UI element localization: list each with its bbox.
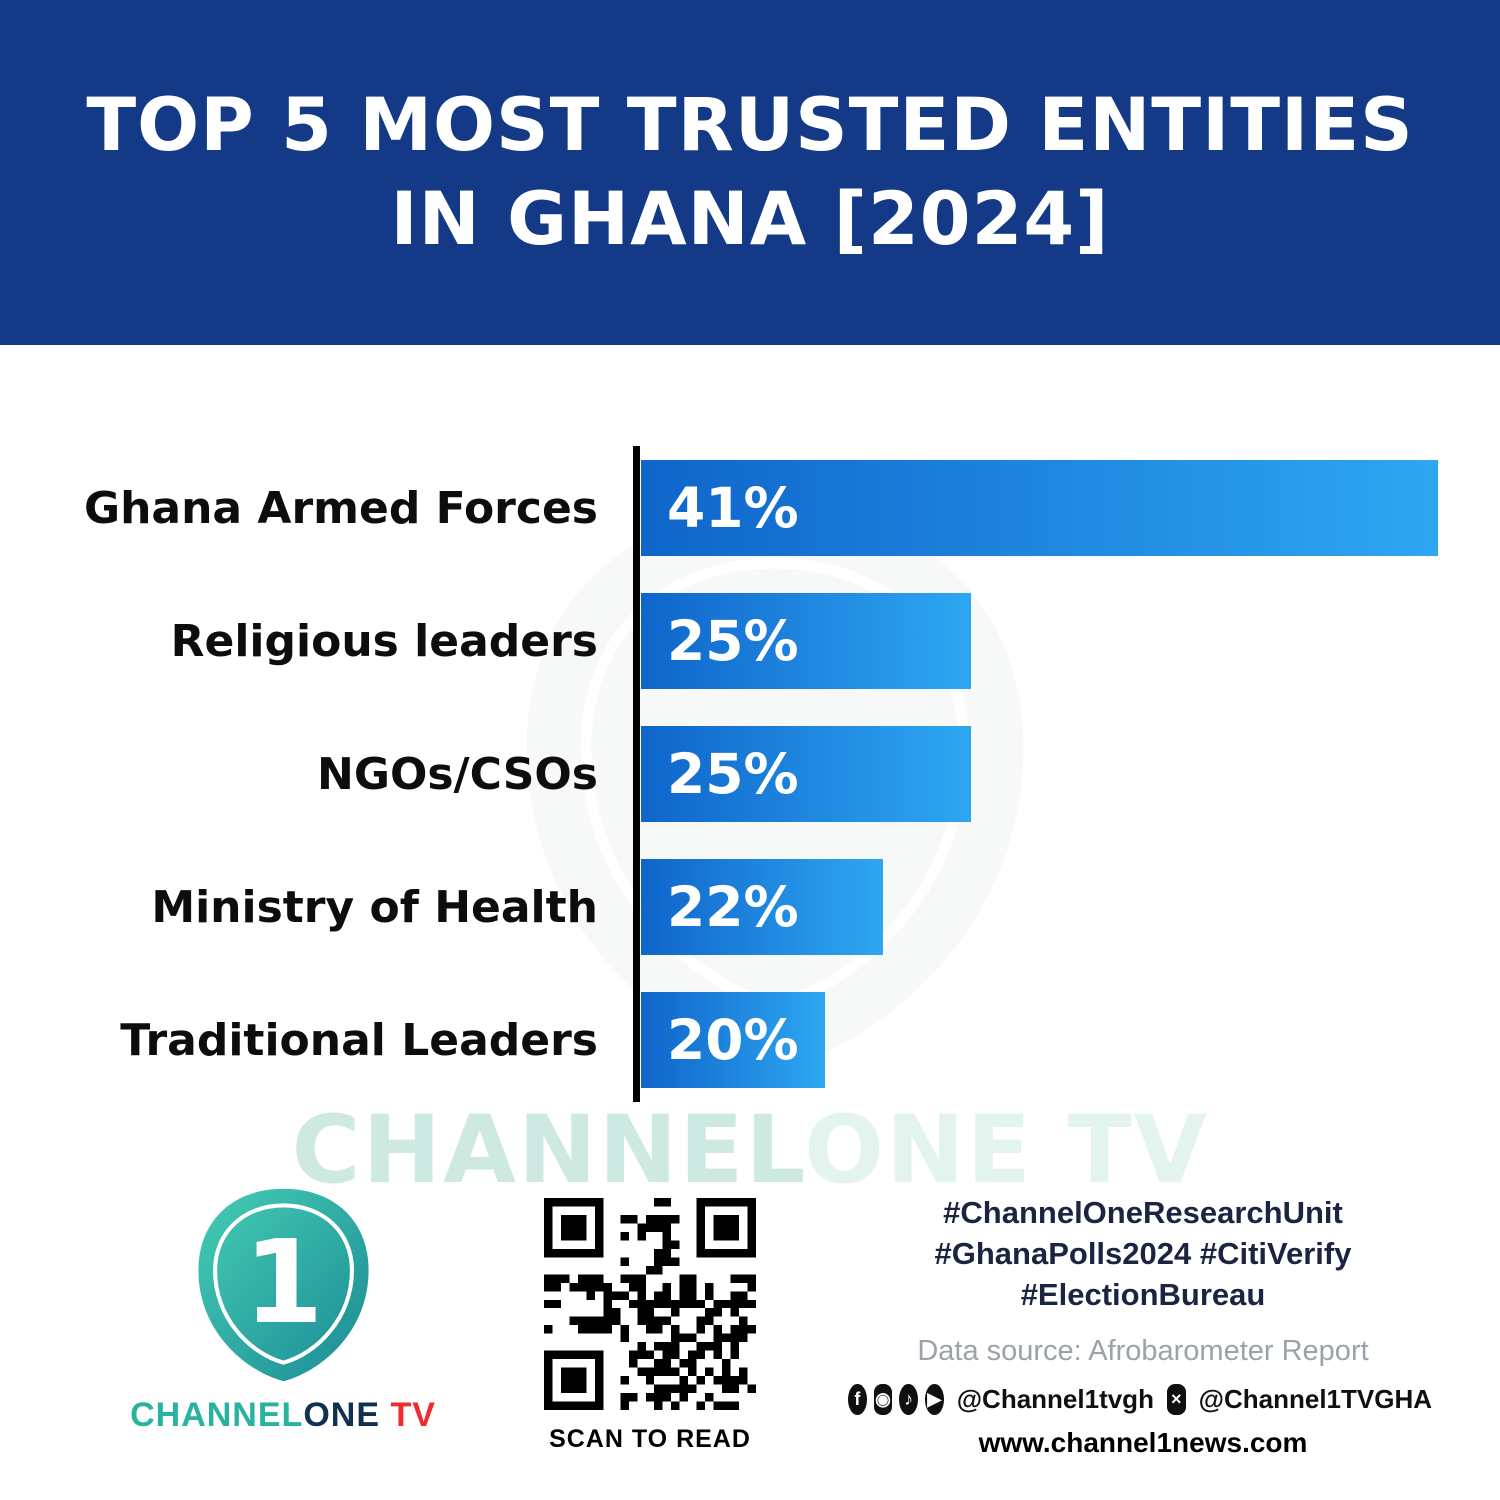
facebook-icon: f bbox=[848, 1384, 867, 1415]
page-title-line2: IN GHANA [2024] bbox=[390, 176, 1110, 262]
bar-row: Religious leaders 25% bbox=[0, 593, 1500, 689]
qr-block: SCAN TO READ bbox=[535, 1198, 765, 1454]
social-row: f ◉ ♪ ▶ @Channel1tvgh × @Channel1TVGHA bbox=[848, 1384, 1438, 1415]
channelone-text-watermark: CHANNELONE TV bbox=[0, 1096, 1500, 1205]
wordmark-channel: CHANNEL bbox=[130, 1396, 304, 1434]
bar: 20% bbox=[641, 992, 825, 1088]
handle-x: @Channel1TVGHA bbox=[1198, 1384, 1433, 1414]
category-label: NGOs/CSOs bbox=[317, 748, 598, 800]
value-label: 25% bbox=[667, 742, 799, 806]
qr-code-icon bbox=[544, 1198, 756, 1410]
value-label: 20% bbox=[667, 1008, 799, 1072]
watermark-part2: ONE TV bbox=[804, 1096, 1209, 1205]
instagram-icon: ◉ bbox=[873, 1384, 893, 1415]
category-label: Religious leaders bbox=[170, 615, 598, 667]
header-banner: TOP 5 MOST TRUSTED ENTITIES IN GHANA [20… bbox=[0, 0, 1500, 345]
value-label: 41% bbox=[667, 476, 799, 540]
handle-primary: @Channel1tvgh bbox=[956, 1384, 1154, 1414]
wordmark-one: ONE bbox=[303, 1396, 380, 1434]
hashtags-line2: #GhanaPolls2024 #CitiVerify bbox=[934, 1236, 1352, 1271]
bar: 41% bbox=[641, 460, 1438, 556]
footer-info: #ChannelOneResearchUnit #GhanaPolls2024 … bbox=[848, 1192, 1438, 1459]
qr-caption: SCAN TO READ bbox=[549, 1425, 751, 1453]
bar: 25% bbox=[641, 726, 971, 822]
hashtags-line1: #ChannelOneResearchUnit bbox=[943, 1195, 1343, 1230]
youtube-icon: ▶ bbox=[925, 1384, 944, 1415]
value-label: 25% bbox=[667, 609, 799, 673]
bar-row: NGOs/CSOs 25% bbox=[0, 726, 1500, 822]
website-url: www.channel1news.com bbox=[978, 1427, 1308, 1458]
watermark-part1: CHANNEL bbox=[291, 1096, 805, 1205]
category-label: Traditional Leaders bbox=[120, 1014, 598, 1066]
category-label: Ministry of Health bbox=[151, 881, 598, 933]
channelone-logo: 1 CHANNELONE TV bbox=[118, 1185, 448, 1435]
channelone-pick-icon: 1 bbox=[197, 1188, 369, 1382]
hashtags-line3: #ElectionBureau bbox=[1020, 1277, 1266, 1312]
x-icon: × bbox=[1166, 1384, 1186, 1415]
chart-axis bbox=[633, 446, 640, 1102]
wordmark-tv: TV bbox=[380, 1396, 436, 1434]
logo-numeral: 1 bbox=[243, 1217, 323, 1350]
tiktok-icon: ♪ bbox=[899, 1384, 919, 1415]
bar-row: Traditional Leaders 20% bbox=[0, 992, 1500, 1088]
data-source: Data source: Afrobarometer Report bbox=[917, 1335, 1369, 1367]
page-title-line1: TOP 5 MOST TRUSTED ENTITIES bbox=[86, 83, 1414, 169]
bar-chart: Ghana Armed Forces 41% Religious leaders… bbox=[0, 460, 1500, 1125]
channelone-wordmark: CHANNELONE TV bbox=[118, 1396, 448, 1435]
value-label: 22% bbox=[667, 875, 799, 939]
bar-row: Ministry of Health 22% bbox=[0, 859, 1500, 955]
bar: 25% bbox=[641, 593, 971, 689]
bar: 22% bbox=[641, 859, 883, 955]
bar-row: Ghana Armed Forces 41% bbox=[0, 460, 1500, 556]
category-label: Ghana Armed Forces bbox=[83, 482, 598, 534]
